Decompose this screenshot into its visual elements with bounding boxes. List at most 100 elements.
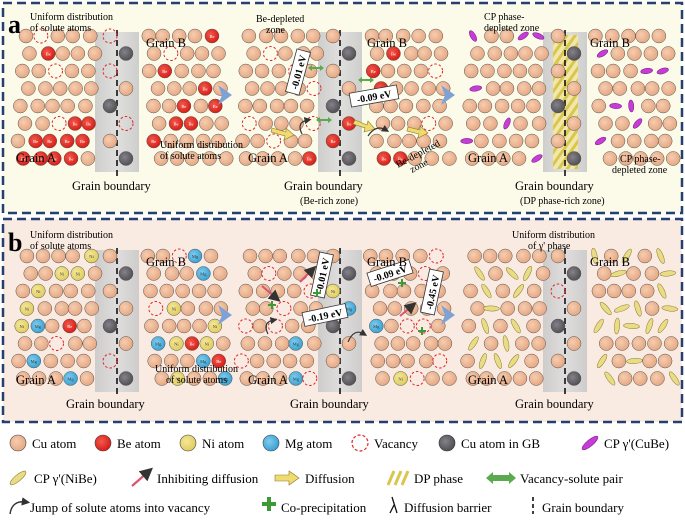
atom-symbol: Mg (373, 324, 380, 329)
cu-atom (612, 81, 628, 96)
cu-gb-atom (102, 98, 118, 114)
ni-atom (19, 301, 35, 316)
legend: Cu atom Be atom Ni atom Mg atom Vacancy … (9, 434, 669, 515)
cu-atom (307, 336, 322, 351)
cu-atom (187, 28, 203, 44)
cp-nibe-precipitate (621, 248, 632, 264)
cu-atom (635, 28, 650, 44)
cu-atom (390, 336, 406, 351)
cu-atom (387, 301, 403, 316)
atom-symbol: Be (381, 157, 386, 162)
panel-b-label: b (8, 228, 22, 257)
cu-atom (18, 28, 34, 44)
cu-atom (480, 63, 495, 79)
cu-atom (242, 248, 258, 264)
cu-atom (278, 46, 293, 61)
cu-atom (591, 283, 607, 299)
cp-nibe-precipitate (657, 283, 667, 299)
legend-jump-swatch (9, 497, 31, 515)
cu-atom (598, 116, 613, 131)
cp-nibe-precipitate (657, 318, 669, 334)
vacancy (428, 63, 444, 79)
cu-atom (63, 283, 78, 299)
cu-atom (325, 353, 341, 369)
cu-atom (255, 151, 270, 166)
jump-curve (367, 125, 390, 137)
vacancy (305, 116, 321, 131)
cu-atom (154, 371, 170, 386)
cu-atom (428, 28, 444, 44)
atom-symbol: Mg (293, 342, 300, 347)
coprec-mark (418, 327, 426, 335)
ni-atom (170, 371, 185, 386)
mg-atom (217, 371, 233, 386)
cu-atom (325, 63, 341, 79)
cu-atom (159, 283, 175, 299)
cu-atom (78, 98, 93, 114)
legend-dp-swatch (386, 470, 410, 486)
cu-atom (605, 28, 620, 44)
cu-atom (235, 133, 250, 149)
cu-atom (644, 81, 660, 96)
gb-sub-label: (Be-rich zone) (300, 196, 358, 207)
cu-atom (566, 116, 582, 131)
cu-atom (488, 266, 503, 281)
cu-atom (68, 81, 83, 96)
atom-symbol: Be (371, 69, 376, 74)
atom-symbol: Ni (60, 272, 65, 277)
cu-atom (144, 318, 159, 334)
cu-atom (180, 301, 196, 316)
cu-atom (442, 371, 457, 386)
cu-atom (661, 81, 676, 96)
vacancy (49, 336, 65, 351)
cp-cube-precipitate (640, 68, 653, 74)
cu-atom (191, 283, 207, 299)
cu-atom (305, 28, 321, 44)
cp-nibe-precipitate (468, 336, 479, 351)
atom-symbol: Mg (67, 377, 74, 382)
stage-arrow (441, 305, 455, 325)
cu-atom (643, 46, 659, 61)
cp-nibe-precipitate (505, 267, 519, 280)
atom-symbol: Be (52, 157, 57, 162)
cu-atom (68, 336, 83, 351)
cu-atom (477, 98, 493, 114)
ni-atom (70, 266, 86, 281)
cu-gb-atom (341, 266, 357, 281)
vacancy (171, 248, 187, 264)
cu-atom (375, 371, 390, 386)
cu-atom (102, 248, 118, 264)
cu-atom (161, 98, 177, 114)
cu-atom (44, 318, 60, 334)
vac-pair-arrows (308, 65, 374, 123)
vac-pair-arrow (308, 65, 324, 71)
cu-atom (644, 301, 660, 316)
cu-atom (385, 353, 401, 369)
cu-atom (167, 81, 182, 96)
cu-atom (175, 283, 190, 299)
cu-atom (531, 336, 546, 351)
cu-atom (596, 266, 612, 281)
cu-atom (30, 98, 46, 114)
cu-atom (524, 353, 539, 369)
grain-b-label: Grain B (590, 36, 630, 50)
cu-atom (82, 336, 97, 351)
note-a1: Uniform distribution of solute atoms (160, 140, 243, 162)
cp-nibe-precipitate (591, 247, 598, 265)
legend-diffusion: Diffusion (305, 471, 355, 486)
atom-symbol: Be (69, 157, 74, 162)
atom-symbol: Be (331, 139, 336, 144)
cu-atom (641, 98, 656, 114)
legend-ni-swatch (179, 434, 197, 452)
cp-nibe-precipitate (645, 318, 654, 334)
ni-atom (84, 248, 99, 264)
atom-symbol: Ni (19, 324, 24, 329)
atom-symbol: Ni (205, 342, 210, 347)
cu-atom (38, 266, 53, 281)
cu-atom (147, 353, 162, 369)
cp-cube-precipitate (531, 154, 543, 163)
cu-atom (118, 81, 134, 96)
atom-symbol: Be (181, 104, 186, 109)
cu-atom (202, 371, 218, 386)
